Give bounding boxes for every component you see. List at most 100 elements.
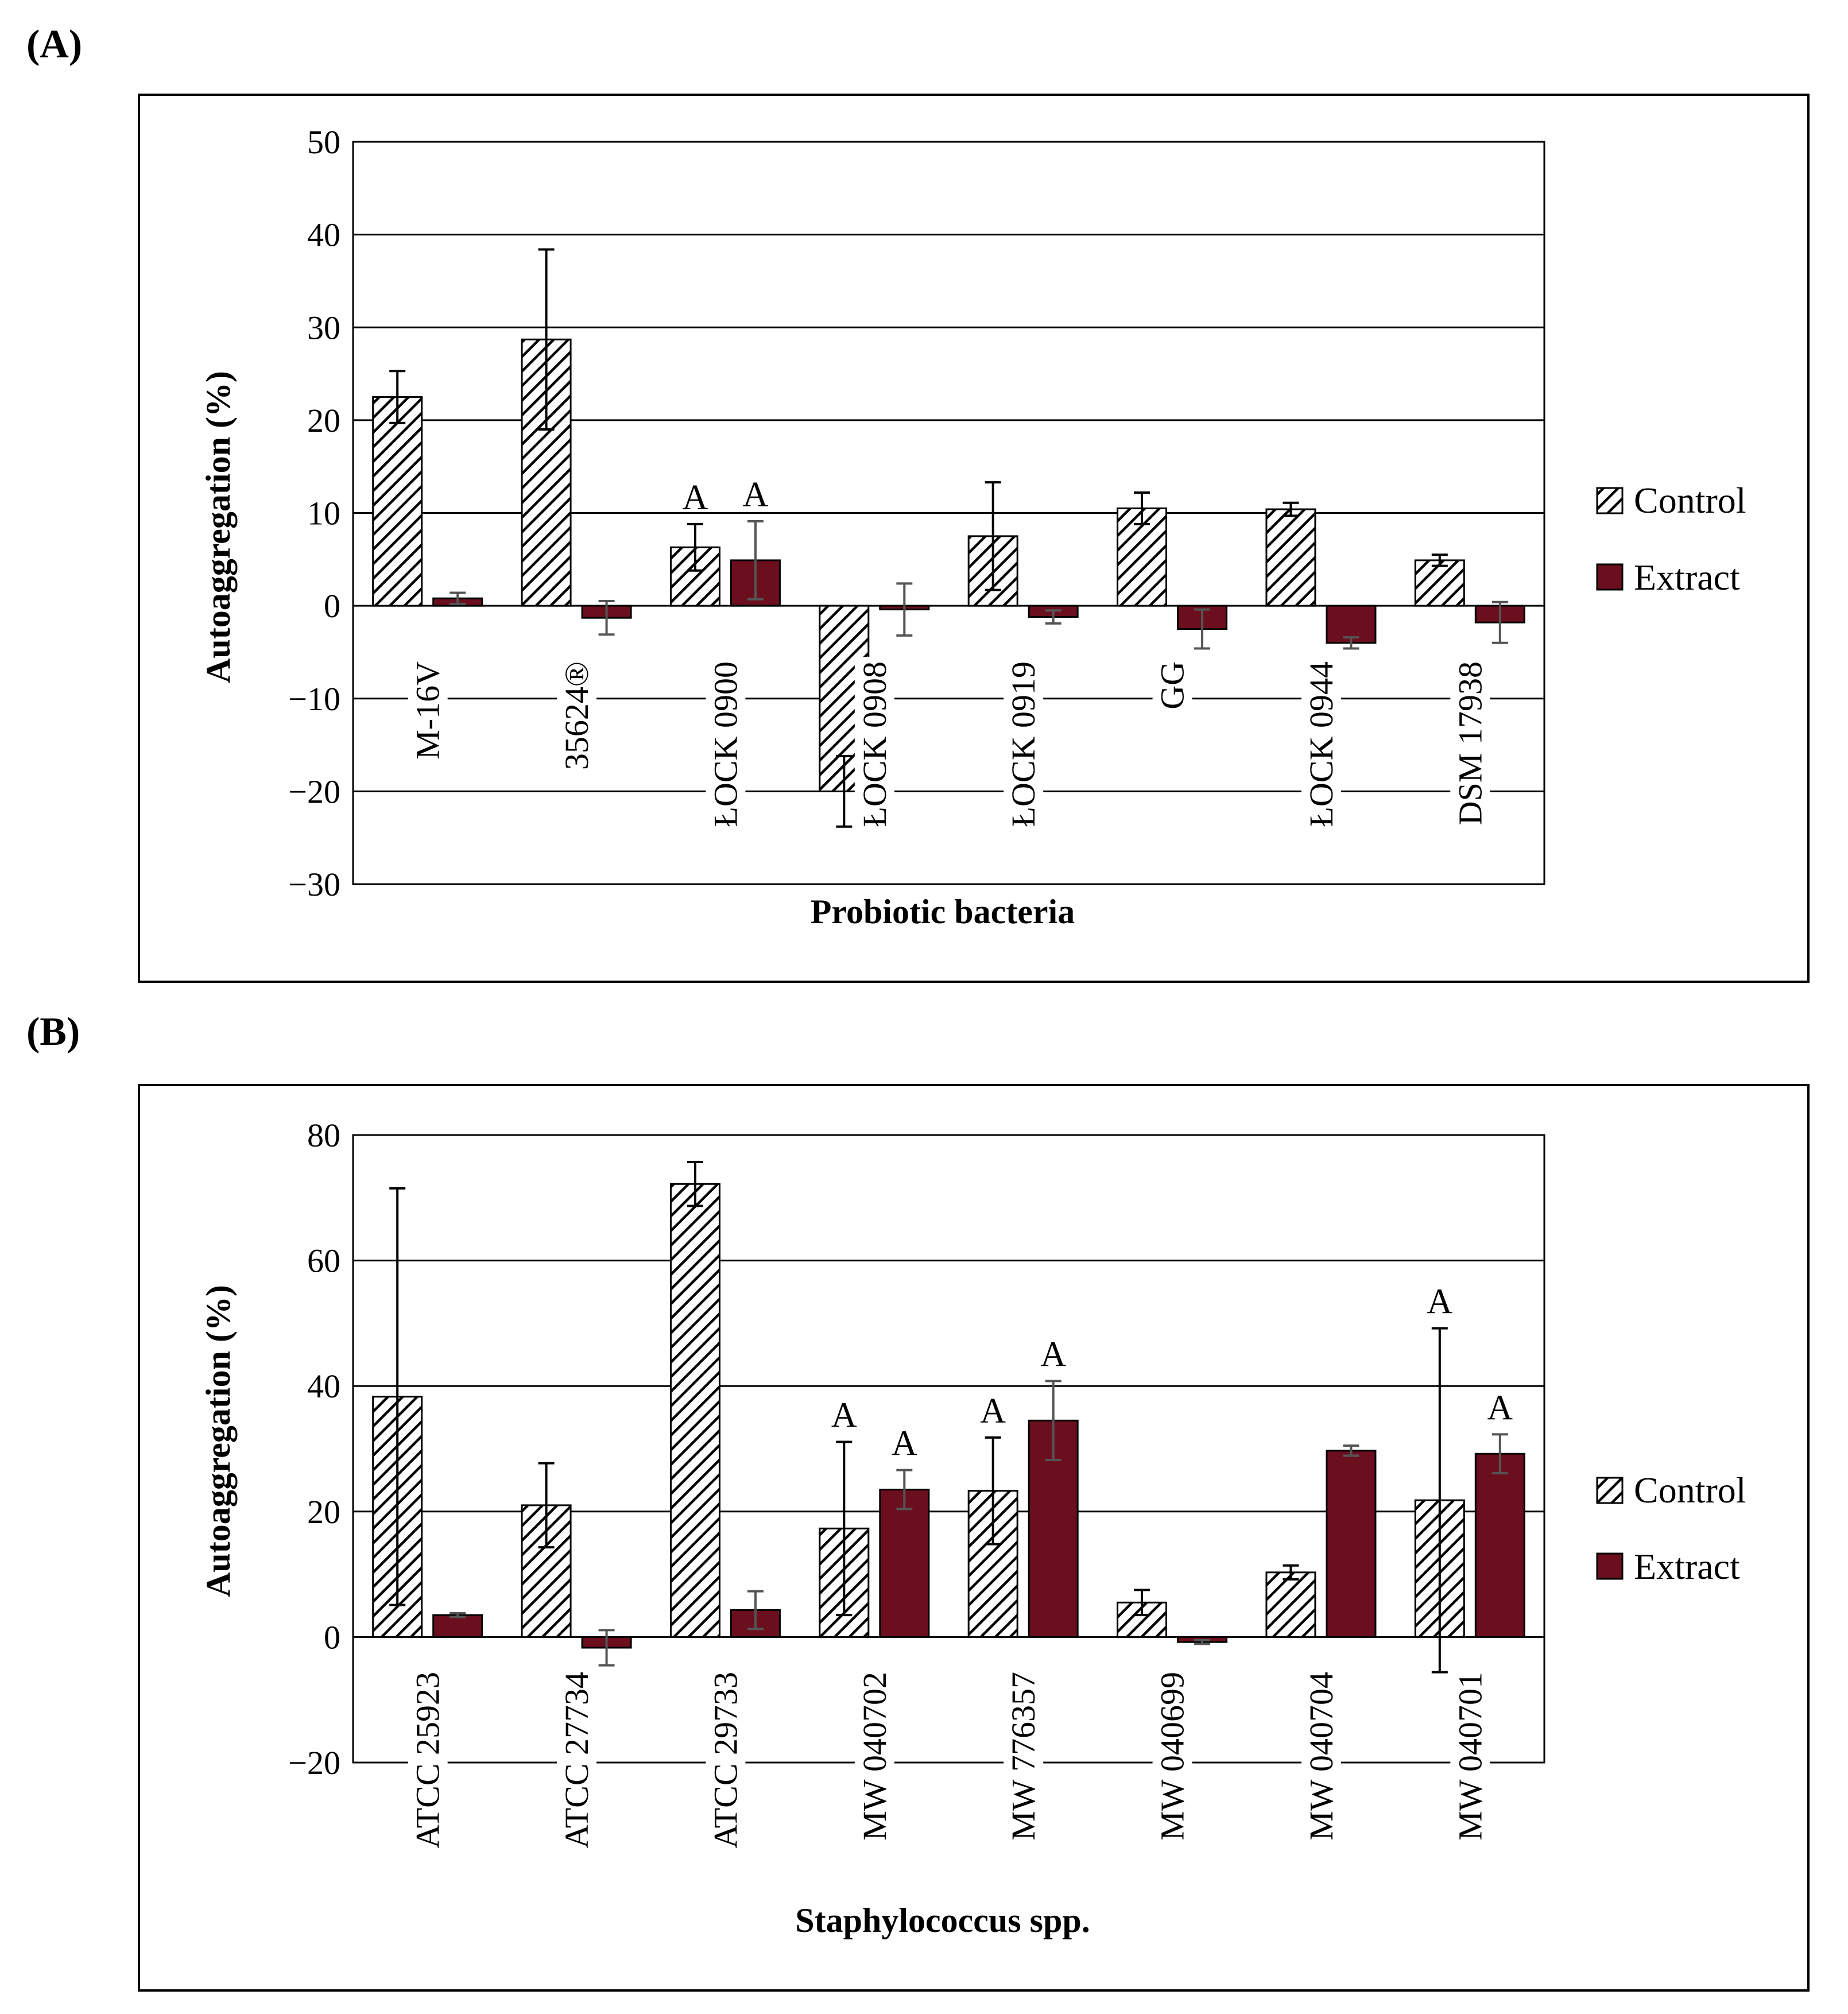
panel-b-ylabel: Autoaggregation (%) (199, 1285, 237, 1597)
y-tick-label: 20 (307, 1493, 340, 1531)
bar-control (1265, 1571, 1316, 1638)
category-label-text: MW 776357 (1005, 1672, 1042, 1841)
legend-label-extract: Extract (1634, 1546, 1740, 1587)
category-label-text: DSM 17938 (1451, 661, 1489, 825)
error-bar (687, 522, 703, 572)
panel-a-xlabel: Probiotic bacteria (811, 893, 1075, 931)
category-label: ŁOCK 0944 (1301, 657, 1341, 832)
error-bar (598, 1629, 615, 1667)
category-label-text: MW 040704 (1303, 1672, 1340, 1841)
category-label: MW 040699 (1152, 1667, 1192, 1845)
category-label: GG (1152, 657, 1192, 714)
y-tick-label: 20 (307, 402, 340, 439)
error-bar (1431, 553, 1448, 567)
category-label: 35624® (557, 657, 597, 775)
error-bar (450, 1612, 466, 1618)
significance-annotation: A (683, 478, 708, 517)
panel-a-ylabel: Autoaggregation (%) (199, 371, 237, 683)
plot-area (352, 1134, 1545, 1764)
category-label: ATCC 27734 (557, 1667, 597, 1853)
error-bar (1343, 636, 1359, 650)
panel-b-label: (B) (26, 1010, 80, 1054)
y-tick-label: 80 (307, 1117, 340, 1154)
error-bar (1283, 501, 1299, 517)
category-label: M-16V (408, 656, 448, 764)
error-bar (538, 248, 555, 431)
category-label-text: 35624® (558, 661, 595, 770)
category-label: ATCC 29733 (706, 1667, 746, 1853)
error-bar (1491, 601, 1508, 644)
legend-label-extract: Extract (1634, 557, 1740, 598)
error-bar (836, 1440, 853, 1617)
bar-control (372, 396, 423, 607)
category-label-text: M-16V (409, 661, 447, 760)
category-label-text: MW 040699 (1154, 1672, 1191, 1841)
error-bar (389, 1187, 406, 1606)
error-bar (450, 591, 466, 605)
category-label-text: ATCC 25923 (409, 1672, 447, 1849)
bar-extract (1326, 1450, 1377, 1638)
bar-control (669, 546, 720, 607)
category-label-text: ATCC 29733 (707, 1672, 744, 1849)
error-bar (985, 481, 1001, 591)
panel-a-legend: Control Extract (1596, 480, 1746, 598)
legend-label-control: Control (1634, 1470, 1746, 1510)
error-bar (1491, 1433, 1508, 1475)
error-bar (896, 1469, 913, 1510)
category-label: MW 040701 (1450, 1667, 1490, 1845)
category-label: ŁOCK 0900 (706, 657, 746, 832)
y-tick-label: −10 (288, 680, 340, 718)
legend-swatch-control (1596, 487, 1624, 514)
significance-annotation: A (1487, 1388, 1513, 1427)
bar-control (1414, 559, 1465, 607)
category-label: DSM 17938 (1450, 657, 1490, 830)
legend-swatch-extract (1596, 1552, 1624, 1580)
category-label: MW 040702 (854, 1667, 894, 1845)
bar-extract (879, 1489, 930, 1638)
category-label: MW 040704 (1301, 1667, 1341, 1845)
category-label-text: ATCC 27734 (558, 1672, 595, 1849)
category-label: MW 776357 (1004, 1667, 1044, 1845)
error-bar (747, 1590, 764, 1630)
significance-annotation: A (1040, 1335, 1066, 1374)
category-label-text: ŁOCK 0900 (707, 661, 744, 827)
category-label-text: ŁOCK 0944 (1303, 661, 1340, 827)
category-label-text: ŁOCK 0908 (856, 661, 893, 827)
error-bar (836, 754, 853, 828)
panel-b-frame (138, 1084, 1810, 1992)
category-label: ŁOCK 0908 (854, 657, 894, 832)
bar-control (669, 1183, 720, 1638)
panel-b-chart: 80 60 40 20 0 −20 ATCC 25923 ATCC 27734 ATCC 297… (288, 1117, 1545, 1853)
plot-area (352, 141, 1545, 885)
error-bar (389, 370, 406, 424)
legend-swatch-extract (1596, 563, 1624, 591)
bar-extract (432, 1614, 483, 1638)
error-bar (985, 1436, 1001, 1546)
significance-annotation: A (1427, 1283, 1452, 1322)
category-label-text: ŁOCK 0919 (1005, 661, 1042, 827)
error-bar (1194, 608, 1211, 650)
category-label-text: MW 040701 (1451, 1672, 1489, 1841)
panel-b-xlabel: Staphylococcus spp. (795, 1901, 1090, 1939)
y-tick-label: −30 (288, 866, 340, 903)
error-bar (747, 520, 764, 601)
error-bar (598, 600, 615, 636)
error-bar (896, 582, 913, 637)
y-tick-label: 50 (307, 123, 340, 161)
significance-annotation: A (892, 1424, 917, 1463)
y-tick-label: −20 (288, 773, 340, 810)
y-tick-label: 40 (307, 1368, 340, 1405)
error-bar (1283, 1564, 1299, 1581)
bar-extract (1474, 1453, 1525, 1638)
panel-a-chart: 50 40 30 20 10 0 −10 −20 −30 M-16V 35624® A A ŁOCK 09… (288, 123, 1545, 903)
y-tick-label: 0 (324, 1618, 340, 1656)
significance-annotation: A (831, 1396, 857, 1435)
y-tick-label: −20 (288, 1744, 340, 1781)
error-bar (687, 1160, 703, 1207)
legend-label-control: Control (1634, 480, 1746, 521)
y-tick-label: 30 (307, 309, 340, 346)
error-bar (1045, 609, 1061, 625)
legend-swatch-control (1596, 1477, 1624, 1504)
error-bar (538, 1462, 555, 1549)
